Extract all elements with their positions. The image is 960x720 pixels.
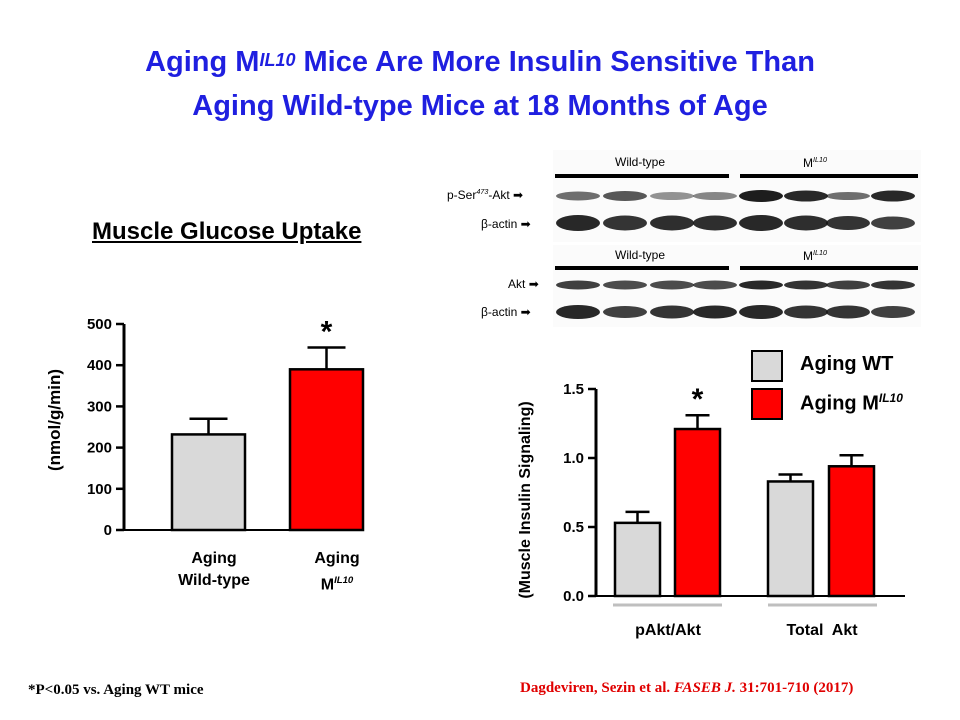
slide-title: Aging MIL10 Mice Are More Insulin Sensit… xyxy=(0,40,960,128)
legend-swatch-wt xyxy=(751,350,783,382)
akt-band xyxy=(603,280,647,290)
y-tick-label: 200 xyxy=(87,440,112,457)
akt-band xyxy=(826,280,870,290)
akt-band xyxy=(693,280,737,290)
bactin-band xyxy=(650,215,694,231)
title-line-2: Aging Wild-type Mice at 18 Months of Age xyxy=(192,90,768,122)
akt-band xyxy=(739,280,783,290)
category-label-pakt: pAkt/Akt xyxy=(635,622,701,639)
y-tick-label: 300 xyxy=(87,398,112,415)
bactin-band xyxy=(871,306,915,318)
bactin-band xyxy=(739,305,783,319)
bar-s1-c1 xyxy=(827,465,876,598)
bactin-band xyxy=(871,216,915,230)
bactin-band xyxy=(693,305,737,319)
pser-akt-band xyxy=(556,191,600,201)
pser-akt-band xyxy=(650,192,694,200)
pser-akt-band xyxy=(693,192,737,200)
category-label-wt: Aging Wild-type xyxy=(178,550,250,589)
arrow-icon: ➡ xyxy=(513,188,524,202)
bar-s0-c1 xyxy=(766,480,815,598)
bactin-band xyxy=(603,215,647,231)
y-axis-label: (nmol/g/min) xyxy=(45,369,64,471)
akt-band xyxy=(650,280,694,290)
bactin-band xyxy=(784,305,828,319)
arrow-icon: ➡ xyxy=(528,277,539,291)
significance-star: * xyxy=(692,383,704,416)
bactin-band xyxy=(603,306,647,318)
y-tick-label: 400 xyxy=(87,357,112,374)
bar-0 xyxy=(170,433,247,532)
bactin-band xyxy=(556,215,600,231)
bactin-band xyxy=(826,216,870,230)
bactin-band xyxy=(826,305,870,319)
bactin-band xyxy=(556,305,600,319)
blot-group-mil10-top: MIL10 xyxy=(803,155,827,170)
pser-akt-band xyxy=(826,192,870,200)
legend-label-mil10: Aging MIL10 xyxy=(800,391,903,415)
arrow-icon: ➡ xyxy=(520,305,531,319)
y-tick-label: 0 xyxy=(104,522,112,539)
blot-group-wt-top: Wild-type xyxy=(615,155,666,169)
akt-band xyxy=(871,280,915,290)
insulin-signaling-chart: 0.0 0.5 1.0 1.5 * (Muscle Insulin Signaling… xyxy=(517,381,905,607)
legend-label-wt: Aging WT xyxy=(800,353,894,375)
blot-row-bactin-2: β-actin ➡ xyxy=(481,305,531,319)
blot-row-pser-akt: p-Ser473-Akt ➡ xyxy=(447,187,524,202)
bar-1 xyxy=(288,368,365,532)
footnote: *P<0.05 vs. Aging WT mice xyxy=(28,682,204,698)
glucose-uptake-chart: 0 100 200 300 400 500 * (nmol/g/min) xyxy=(45,315,365,539)
bactin-band xyxy=(739,215,783,231)
y-tick-label: 1.5 xyxy=(563,381,584,398)
y-tick-label: 0.0 xyxy=(563,588,584,605)
y-axis-label-2: (Muscle Insulin Signaling) xyxy=(517,401,534,598)
blot-group-wt-bottom: Wild-type xyxy=(615,248,666,262)
category-label-total-akt: Total Akt xyxy=(786,622,858,639)
bar-s1-c0 xyxy=(673,427,722,598)
citation: Dagdeviren, Sezin et al. FASEB J. 31:701… xyxy=(520,680,854,696)
pser-akt-band xyxy=(871,190,915,202)
y-tick-label: 1.0 xyxy=(563,450,584,467)
bactin-band xyxy=(784,215,828,231)
legend-swatch-mil10 xyxy=(751,388,783,420)
category-label-mil10: Aging MIL10 xyxy=(314,550,360,594)
y-tick-label: 100 xyxy=(87,481,112,498)
bar-s0-c0 xyxy=(613,521,662,598)
bactin-band xyxy=(650,305,694,319)
pser-akt-band xyxy=(603,191,647,201)
pser-akt-band xyxy=(784,190,828,202)
akt-band xyxy=(556,280,600,290)
pser-akt-band xyxy=(739,190,783,202)
akt-band xyxy=(784,280,828,290)
y-tick-label: 500 xyxy=(87,316,112,333)
y-tick-label: 0.5 xyxy=(563,519,584,536)
western-blot xyxy=(553,150,921,327)
blot-row-akt: Akt ➡ xyxy=(508,277,539,291)
glucose-uptake-title: Muscle Glucose Uptake xyxy=(92,218,362,245)
significance-star-1: * xyxy=(321,315,333,348)
bactin-band xyxy=(693,215,737,231)
blot-group-mil10-bottom: MIL10 xyxy=(803,248,827,263)
blot-row-bactin-1: β-actin ➡ xyxy=(481,217,531,231)
title-line-1: Aging MIL10 Mice Are More Insulin Sensit… xyxy=(145,46,815,78)
arrow-icon: ➡ xyxy=(520,217,531,231)
